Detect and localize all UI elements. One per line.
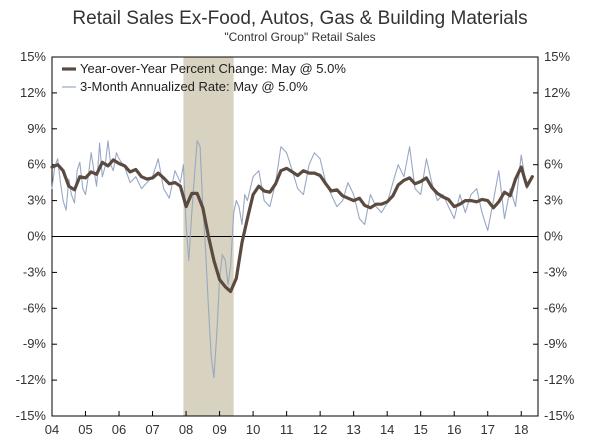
y-tick-label-left-4: 3% bbox=[27, 193, 46, 208]
y-tick-label-right-4: 3% bbox=[544, 193, 563, 208]
y-tick-label-right-2: 9% bbox=[544, 121, 563, 136]
y-tick-label-right-9: -12% bbox=[544, 372, 575, 387]
chart-subtitle: "Control Group" Retail Sales bbox=[224, 30, 375, 44]
legend-label-1: 3-Month Annualized Rate: May @ 5.0% bbox=[80, 79, 308, 94]
y-tick-label-right-5: 0% bbox=[544, 229, 563, 244]
y-tick-label-right-6: -3% bbox=[544, 264, 568, 279]
y-tick-label-left-1: 12% bbox=[20, 85, 46, 100]
y-tick-label-left-7: -6% bbox=[23, 300, 47, 315]
y-tick-label-left-8: -9% bbox=[23, 336, 47, 351]
y-tick-label-right-8: -9% bbox=[544, 336, 568, 351]
series-line-0 bbox=[50, 158, 534, 294]
y-tick-label-left-3: 6% bbox=[27, 157, 46, 172]
chart-title: Retail Sales Ex-Food, Autos, Gas & Build… bbox=[72, 8, 527, 29]
x-tick-label-5: 09 bbox=[212, 422, 226, 437]
x-tick-label-11: 15 bbox=[413, 422, 427, 437]
y-tick-label-right-0: 15% bbox=[544, 49, 570, 64]
plot-area: 15% 15% 12% 12% 9% 9% 6% 6% 3% 3% 0% 0% -3% -3% -6% -6%… bbox=[16, 49, 575, 437]
y-tick-label-left-9: -12% bbox=[16, 372, 47, 387]
x-tick-label-3: 07 bbox=[145, 422, 159, 437]
y-tick-label-left-10: -15% bbox=[16, 408, 47, 423]
y-tick-label-right-7: -6% bbox=[544, 300, 568, 315]
x-tick-label-0: 04 bbox=[45, 422, 59, 437]
y-tick-label-left-2: 9% bbox=[27, 121, 46, 136]
x-tick-label-10: 14 bbox=[380, 422, 394, 437]
x-tick-label-7: 11 bbox=[280, 422, 294, 437]
x-tick-label-9: 13 bbox=[346, 422, 360, 437]
y-tick-label-left-5: 0% bbox=[27, 229, 46, 244]
series-line-1 bbox=[51, 140, 533, 379]
y-tick-label-right-10: -15% bbox=[544, 408, 575, 423]
x-tick-label-14: 18 bbox=[514, 422, 528, 437]
x-tick-label-8: 12 bbox=[313, 422, 327, 437]
y-tick-label-right-1: 12% bbox=[544, 85, 570, 100]
x-tick-label-1: 05 bbox=[78, 422, 92, 437]
x-tick-label-2: 06 bbox=[112, 422, 126, 437]
x-tick-label-12: 16 bbox=[447, 422, 461, 437]
y-tick-label-left-6: -3% bbox=[23, 264, 47, 279]
legend-label-0: Year-over-Year Percent Change: May @ 5.0… bbox=[80, 61, 346, 76]
x-tick-label-6: 10 bbox=[246, 422, 260, 437]
y-tick-label-right-3: 6% bbox=[544, 157, 563, 172]
y-tick-label-left-0: 15% bbox=[20, 49, 46, 64]
x-tick-label-4: 08 bbox=[179, 422, 193, 437]
x-tick-label-13: 17 bbox=[480, 422, 494, 437]
